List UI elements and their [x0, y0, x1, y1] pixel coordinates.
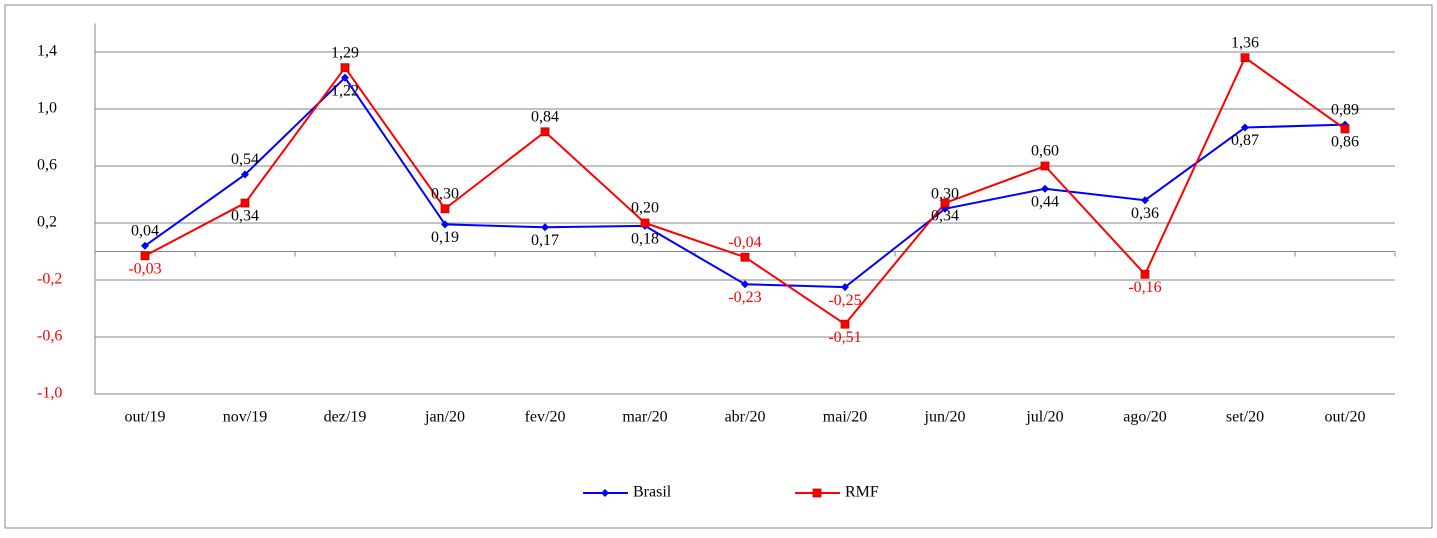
data-label: 0,19	[431, 229, 459, 246]
data-label: 0,54	[231, 151, 259, 168]
data-label: -0,04	[728, 234, 761, 251]
data-label: 0,89	[1331, 101, 1359, 118]
legend-label: RMF	[845, 484, 879, 501]
y-tick-label: 1,0	[37, 100, 57, 117]
data-point	[140, 251, 150, 261]
data-label: 0,87	[1231, 132, 1259, 149]
data-label: 0,84	[531, 108, 559, 125]
data-point	[240, 198, 250, 208]
data-label: 0,44	[1031, 193, 1059, 210]
chart-border	[4, 4, 1433, 529]
data-point	[1141, 196, 1149, 205]
x-tick-label: nov/19	[223, 409, 267, 426]
x-tick-label: dez/19	[324, 409, 367, 426]
data-point	[1340, 124, 1350, 134]
data-label: -0,16	[1128, 279, 1161, 296]
data-label: 0,04	[131, 222, 159, 239]
data-point	[841, 283, 849, 292]
data-point	[1240, 53, 1250, 63]
x-tick-label: set/20	[1226, 409, 1264, 426]
x-tick-label: mai/20	[823, 409, 867, 426]
data-label: 0,34	[231, 208, 259, 225]
legend-marker	[812, 488, 822, 498]
y-tick-label: 0,6	[37, 157, 57, 174]
data-point	[640, 218, 650, 228]
y-tick-label: 0,2	[37, 214, 57, 231]
data-point	[940, 198, 950, 208]
x-tick-label: ago/20	[1123, 409, 1167, 426]
data-point	[441, 220, 449, 229]
x-tick-label: abr/20	[725, 409, 766, 426]
data-point	[540, 127, 550, 137]
x-tick-label: jul/20	[1025, 409, 1063, 426]
data-label: -0,03	[128, 260, 161, 277]
x-tick-label: out/19	[125, 409, 166, 426]
x-tick-label: jun/20	[924, 409, 966, 426]
legend-marker	[601, 489, 609, 497]
data-point	[141, 241, 149, 250]
x-tick-label: mar/20	[622, 409, 667, 426]
data-point	[541, 223, 549, 232]
data-point	[741, 280, 749, 289]
data-label: -0,51	[828, 329, 861, 346]
data-point	[740, 252, 750, 262]
data-point	[241, 170, 249, 179]
data-label: 1,22	[331, 82, 359, 99]
data-label: 0,60	[1031, 143, 1059, 160]
data-label: 0,30	[431, 185, 459, 202]
data-point	[1140, 269, 1150, 279]
data-point	[1040, 161, 1050, 171]
data-point	[840, 319, 850, 329]
data-label: 0,30	[931, 185, 959, 202]
x-tick-label: out/20	[1325, 409, 1366, 426]
legend-label: Brasil	[633, 484, 672, 501]
data-label: 0,20	[631, 200, 659, 217]
data-point	[1041, 184, 1049, 193]
data-label: 0,18	[631, 231, 659, 248]
y-tick-label: -1,0	[37, 385, 62, 402]
data-point	[341, 73, 349, 82]
data-label: -0,23	[728, 289, 761, 306]
x-tick-label: jan/20	[424, 409, 465, 426]
data-point	[340, 63, 350, 73]
y-tick-label: 1,4	[37, 43, 57, 60]
data-label: 0,36	[1131, 205, 1159, 222]
data-label: 1,36	[1231, 34, 1259, 51]
data-label: 0,34	[931, 208, 959, 225]
data-label: -0,25	[828, 292, 861, 309]
data-label: 1,29	[331, 44, 359, 61]
data-label: 0,86	[1331, 134, 1359, 151]
x-tick-label: fev/20	[525, 409, 566, 426]
data-point	[1241, 123, 1249, 132]
data-point	[440, 204, 450, 214]
data-label: 0,17	[531, 232, 559, 249]
y-tick-label: -0,6	[37, 328, 62, 345]
y-tick-label: -0,2	[37, 271, 62, 288]
